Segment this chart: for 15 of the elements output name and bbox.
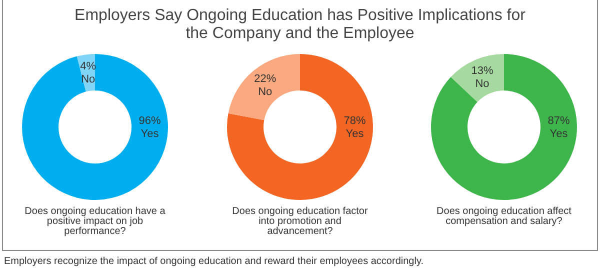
- text: Does ongoing education have a positive impact on job performance?: [24, 206, 166, 237]
- slice-label: No: [475, 78, 490, 90]
- data-label: 78%: [344, 115, 366, 128]
- slice-label: Yes: [346, 128, 364, 140]
- data-label: 13%: [471, 64, 494, 77]
- slice-label: Yes: [140, 128, 160, 140]
- text: Does ongoing education factor into promotion and advancement?: [231, 206, 369, 237]
- text: Employers recognize the impact of ongoing education and reward their employees accordingly.: [4, 256, 424, 267]
- text: Employers Say Ongoing Education has Positive Implications for the Company and the Employee: [74, 7, 526, 43]
- data-label: 96%: [138, 115, 161, 128]
- text: Does ongoing education affect compensation and salary?: [436, 206, 572, 227]
- slice-label: No: [258, 86, 272, 98]
- data-label: 87%: [548, 115, 570, 128]
- slice-label: Yes: [550, 128, 568, 140]
- data-label: 22%: [254, 72, 276, 85]
